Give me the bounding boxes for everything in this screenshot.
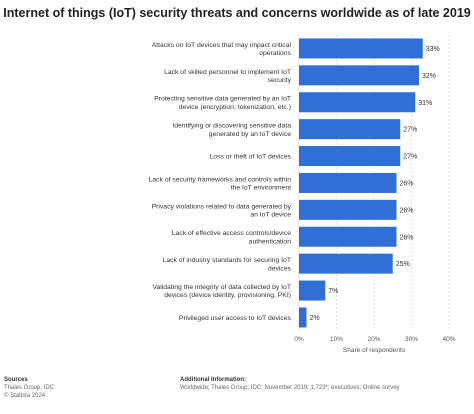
bar [299, 119, 401, 140]
bar [299, 307, 307, 328]
category-label: authentication [249, 238, 292, 245]
bar [299, 172, 397, 193]
category-label: Loss or theft of IoT devices [210, 154, 292, 161]
bar [299, 226, 397, 247]
bar [299, 280, 326, 301]
category-label: device (encryption, tokenization, etc.) [179, 104, 291, 111]
category-label: devices (device identity, provisioning, … [164, 292, 291, 299]
data-label: 2% [310, 315, 320, 322]
bar [299, 253, 393, 274]
bar [299, 65, 419, 86]
category-label: Lack of security frameworks and controls… [149, 176, 292, 183]
sources-block: Sources Thales Group; IDC © Statista 202… [4, 376, 54, 400]
category-label: devices [268, 265, 292, 272]
x-tick-label: 40% [442, 336, 455, 343]
x-tick-label: 10% [330, 336, 343, 343]
data-label: 26% [400, 234, 414, 241]
category-label: Attacks on IoT devices that may impact c… [152, 42, 292, 49]
category-label: Lack of effective access controls/device [172, 230, 291, 237]
data-label: 27% [403, 127, 417, 134]
category-label: Protecting sensitive data generated by a… [154, 96, 291, 103]
x-tick-label: 30% [405, 336, 418, 343]
x-axis-label: Share of respondents [343, 347, 406, 354]
bar [299, 199, 397, 220]
category-label: operations [259, 50, 291, 57]
category-label: security [268, 77, 292, 84]
additional-info-block: Additional Information: Worldwide; Thale… [180, 376, 400, 392]
category-label: generated by an IoT device [209, 131, 291, 138]
data-label: 26% [400, 180, 414, 187]
category-label: Identifying or discovering sensitive dat… [172, 123, 291, 130]
data-label: 27% [403, 154, 417, 161]
additional-info-heading: Additional Information: [180, 377, 246, 383]
sources-heading: Sources [4, 377, 28, 383]
data-label: 7% [328, 288, 338, 295]
copyright-text: © Statista 2024 [4, 393, 46, 399]
sources-text: Thales Group; IDC [4, 385, 55, 391]
data-label: 32% [422, 73, 436, 80]
chart-title: Internet of things (IoT) security threat… [3, 6, 471, 20]
category-label: the IoT environment [231, 185, 291, 192]
x-tick-label: 20% [367, 336, 380, 343]
category-label: Privacy violations related to data gener… [152, 203, 292, 210]
x-tick-label: 0% [294, 336, 304, 343]
bar [299, 38, 423, 59]
bar [299, 92, 416, 113]
data-label: 26% [400, 207, 414, 214]
data-label: 33% [426, 46, 440, 53]
bar [299, 146, 401, 167]
category-label: Privileged user access to IoT devices [179, 315, 292, 322]
data-label: 31% [418, 100, 432, 107]
additional-info-text: Worldwide; Thales Group; IDC; November 2… [180, 385, 400, 391]
data-label: 25% [396, 261, 410, 268]
category-label: Validating the integrity of data collect… [152, 284, 291, 291]
category-label: an IoT device [250, 211, 291, 218]
category-label: Lack of skilled personnel to implement I… [164, 69, 291, 76]
category-label: Lack of industry standards for securing … [163, 257, 291, 264]
